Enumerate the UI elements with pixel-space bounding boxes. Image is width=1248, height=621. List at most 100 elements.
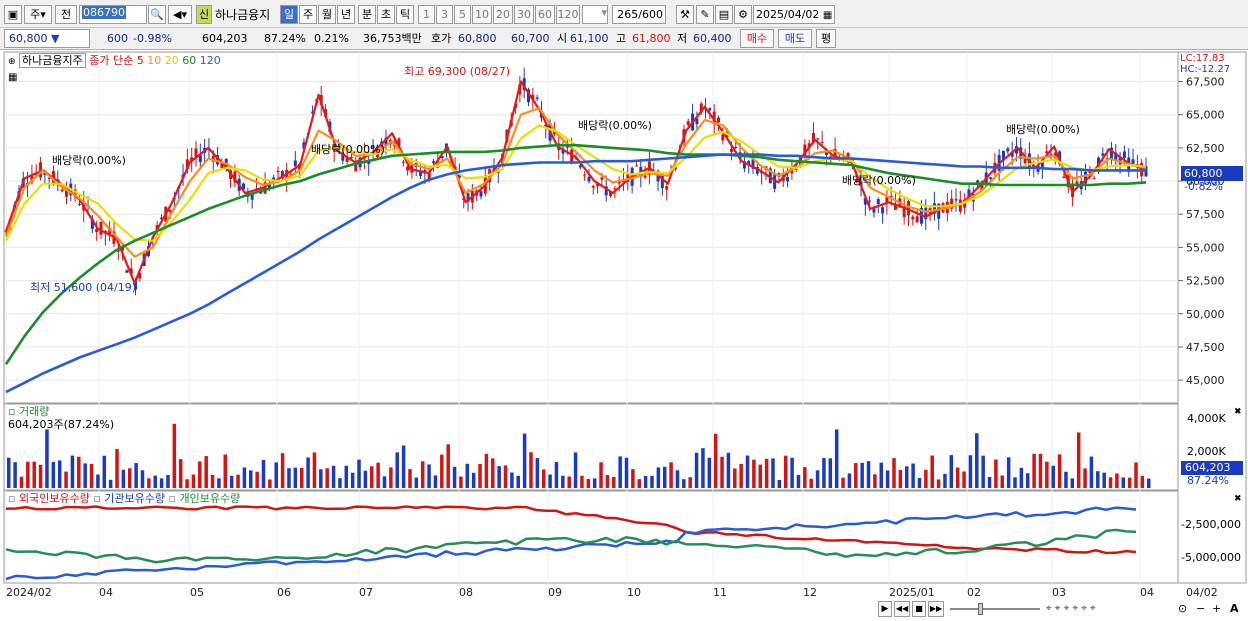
volume-bar <box>911 463 915 488</box>
date-axis-label: 2024/02 <box>6 586 52 599</box>
candle-body <box>354 162 358 172</box>
forward-button[interactable]: ▶▶ <box>928 601 944 617</box>
price-box: 60,800 ▼ <box>4 29 90 48</box>
candle-body <box>803 144 807 158</box>
mode-select[interactable]: 주▾ <box>24 5 52 24</box>
zoom-out-button[interactable]: − <box>1196 602 1206 615</box>
buy-button[interactable]: 매수 <box>740 29 774 48</box>
volume-bar <box>745 455 750 488</box>
candle-body <box>190 157 194 162</box>
candle-body <box>99 221 103 235</box>
volume-bar <box>1038 453 1043 488</box>
candle-body <box>976 180 980 183</box>
new-badge: 신 <box>196 5 212 24</box>
drawing-tools-icons[interactable]: ⌖ ⌖ ⌖ ⌖ ⌖ ⌖ <box>1046 603 1096 614</box>
interval-3[interactable]: 3 <box>436 5 453 24</box>
tab-month[interactable]: 월 <box>318 5 336 24</box>
candle-body <box>1092 178 1096 180</box>
tools-icon[interactable]: ⚒ <box>676 5 694 24</box>
candle-body <box>121 246 125 251</box>
volume-axis-2000: 2,000K <box>1187 445 1226 458</box>
count-input[interactable]: 265/600 <box>612 5 666 24</box>
tab-day[interactable]: 일 <box>280 5 298 24</box>
ma-line-120 <box>5 153 1146 394</box>
price-axis-label: 50,000 <box>1186 308 1225 321</box>
tab-tick[interactable]: 틱 <box>396 5 414 24</box>
candle-body <box>950 198 954 209</box>
candle-body <box>367 160 371 164</box>
date-input[interactable]: 2025/04/02 ▦ <box>753 5 835 24</box>
volume-bar <box>707 457 712 488</box>
individual-holdings-label: 개인보유수량 <box>179 492 241 505</box>
scroll-right-button[interactable]: ▶ <box>878 601 892 617</box>
change-value: 600 <box>107 32 128 45</box>
candle-body <box>211 155 215 162</box>
holdings-legend: ▫ 외국인보유수량 ▫ 기관보유수량 ▫ 개인보유수량 <box>8 492 241 505</box>
interval-30[interactable]: 30 <box>514 5 534 24</box>
eval-button[interactable]: 평 <box>816 29 836 48</box>
interval-20[interactable]: 20 <box>493 5 513 24</box>
volume-bar <box>45 429 49 488</box>
candle-body <box>734 147 738 149</box>
zoom-slider[interactable] <box>950 608 1040 610</box>
candle-body <box>60 189 64 192</box>
scope-select[interactable]: 전 <box>55 5 77 24</box>
candle-body <box>634 165 638 167</box>
candle-body <box>194 148 198 157</box>
save-icon[interactable]: ▤ <box>715 5 733 24</box>
holdings-close-icon[interactable]: ✖ <box>1234 494 1242 504</box>
ma-60: 60 <box>182 54 197 67</box>
candle-body <box>250 194 254 200</box>
ask-label: 호가 <box>431 32 452 45</box>
volume-bar <box>204 456 208 488</box>
volume-bar <box>694 452 699 488</box>
font-size-button[interactable]: A <box>1230 602 1239 615</box>
grid-icon[interactable]: ▦ <box>8 72 18 83</box>
expand-icon[interactable]: ⊕ <box>8 57 16 67</box>
candle-body <box>924 207 928 220</box>
rewind-button[interactable]: ◀◀ <box>894 601 910 617</box>
volume-bar <box>643 475 648 488</box>
interval-120[interactable]: 120 <box>556 5 580 24</box>
tab-second[interactable]: 초 <box>377 5 395 24</box>
search-icon[interactable]: 🔍 <box>148 5 166 24</box>
stop-button[interactable]: ■ <box>912 601 926 617</box>
volume-bar <box>376 462 380 488</box>
volume-bar <box>1140 475 1145 488</box>
candle-body <box>812 133 815 143</box>
volume-bar <box>1089 456 1094 488</box>
candle-body <box>267 183 271 189</box>
volume-label: 604,203주(87.24%) <box>8 418 115 431</box>
date-axis-label: 04/02 <box>1186 586 1218 599</box>
interval-dropdown[interactable]: ▾ <box>582 5 608 24</box>
volume-bar <box>892 458 896 488</box>
interval-60[interactable]: 60 <box>535 5 555 24</box>
tab-week[interactable]: 주 <box>299 5 317 24</box>
tab-minute[interactable]: 분 <box>358 5 376 24</box>
volume-bar <box>395 452 399 488</box>
volume-bar <box>452 466 457 488</box>
sound-icon[interactable]: ◀▾ <box>168 5 192 24</box>
candle-body <box>242 183 245 190</box>
interval-5[interactable]: 5 <box>454 5 471 24</box>
zoom-in-button[interactable]: + <box>1212 602 1222 615</box>
zoom-slider-handle[interactable] <box>978 603 983 615</box>
candle-body <box>600 177 604 180</box>
tab-year[interactable]: 년 <box>337 5 355 24</box>
volume-bar <box>217 478 221 488</box>
zoom-reset-icon[interactable]: ⊙ <box>1178 602 1188 615</box>
volume-bar <box>420 461 425 488</box>
volume-bar <box>650 475 654 488</box>
window-icon[interactable]: ▣ <box>4 5 22 24</box>
interval-1[interactable]: 1 <box>418 5 435 24</box>
sell-button[interactable]: 매도 <box>778 29 812 48</box>
settings-icon[interactable]: ⚙ <box>734 5 752 24</box>
legend-stock-name: 하나금융지주 <box>19 53 86 68</box>
candle-body <box>77 203 81 205</box>
draw-icon[interactable]: ✎ <box>696 5 714 24</box>
stock-code-input[interactable]: 086790 <box>79 5 147 24</box>
volume-bar <box>147 478 151 488</box>
volume-close-icon[interactable]: ✖ <box>1234 407 1242 417</box>
interval-10[interactable]: 10 <box>472 5 492 24</box>
